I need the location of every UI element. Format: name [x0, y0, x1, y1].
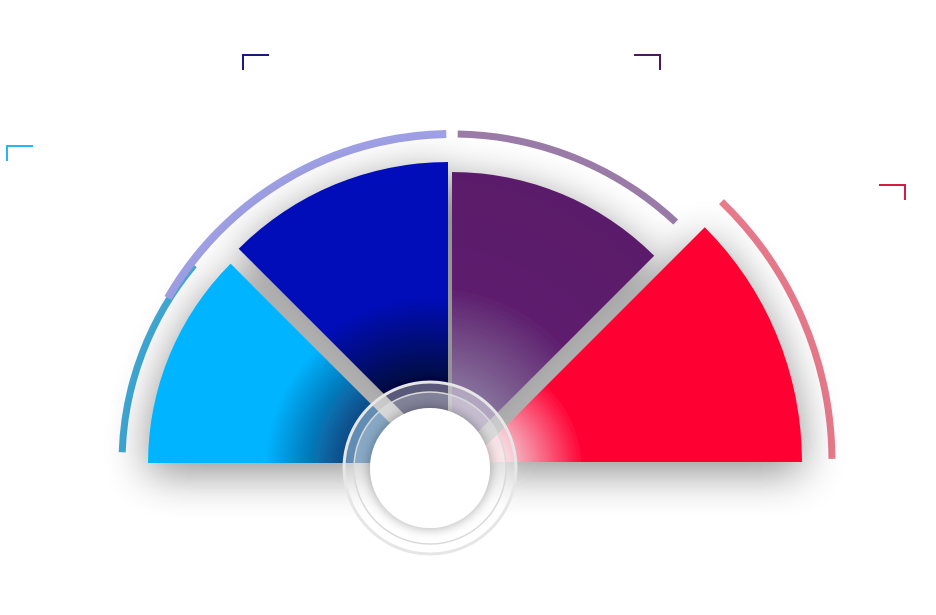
- segment-3-wedge: [452, 172, 655, 458]
- hub-core: [370, 408, 490, 528]
- segment-4-wedge: [470, 227, 802, 462]
- segment-1-wedge: [148, 263, 430, 463]
- corner-bracket-4: [879, 184, 906, 200]
- corner-bracket-2: [242, 54, 269, 70]
- segment-4-outer-arc: [719, 199, 836, 459]
- segment-2-wedge: [238, 162, 448, 458]
- center-hub: [342, 380, 518, 556]
- segment-3-outer-arc: [457, 130, 679, 225]
- corner-bracket-1: [6, 145, 33, 161]
- segment-2-outer-arc: [164, 130, 447, 301]
- corner-bracket-3: [634, 54, 661, 70]
